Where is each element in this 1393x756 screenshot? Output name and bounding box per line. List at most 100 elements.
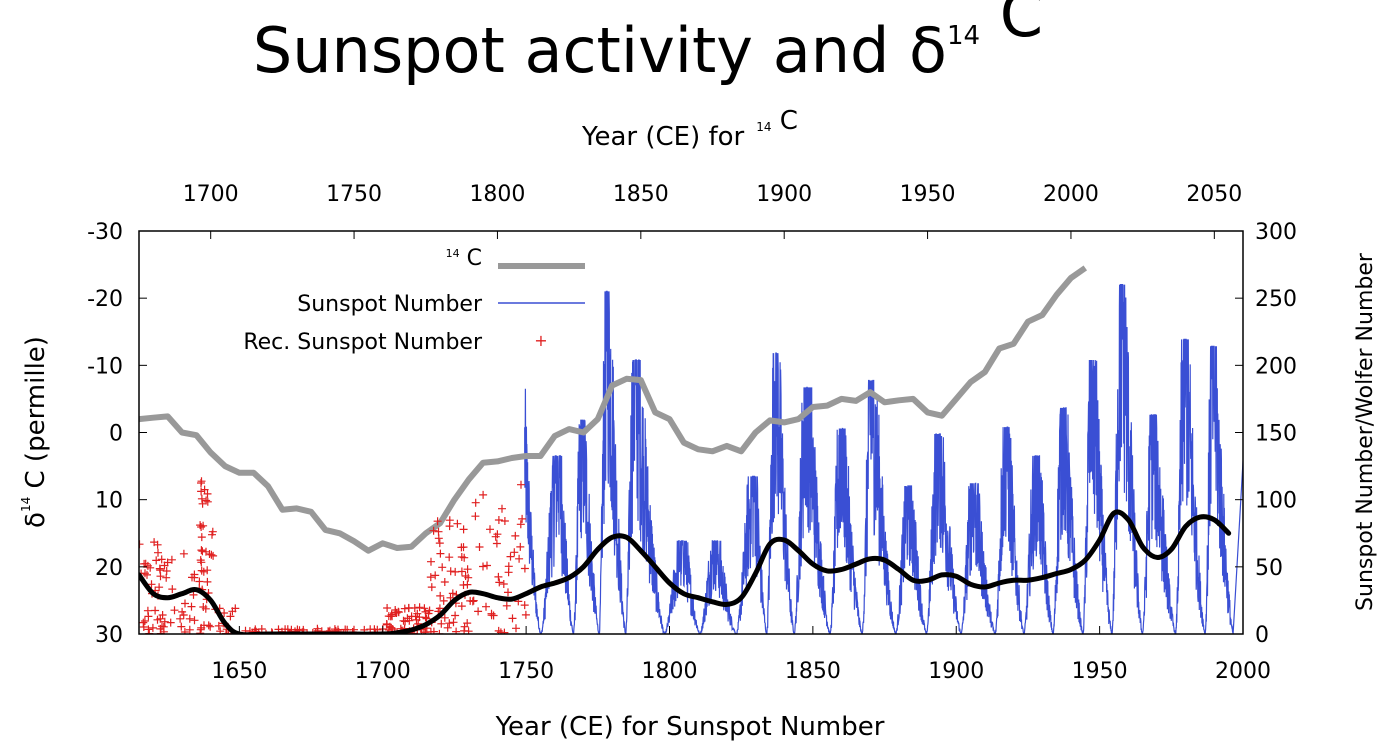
rec-sunspot-point: [185, 625, 194, 634]
legend-c14-label: 14 C: [446, 246, 482, 271]
rec-sunspot-point: [463, 580, 472, 589]
rec-sunspot-point: [200, 485, 209, 494]
x-bottom-tick-label: 1950: [1072, 659, 1128, 684]
rec-sunspot-point: [498, 504, 506, 513]
legend-c14-sup: 14: [446, 247, 460, 260]
rec-sunspot-point: [167, 555, 176, 564]
rec-sunspot-point: [197, 533, 206, 542]
y-left-label-sup: 14: [19, 497, 33, 512]
rec-sunspot-point: [445, 619, 454, 628]
rec-sunspot-point: [220, 609, 229, 617]
y-left-label-tail: C (permille): [21, 336, 51, 497]
rec-sunspot-point: [517, 480, 525, 489]
series-layer: [139, 265, 1243, 634]
x-top-axis-title: Year (CE) for 14 C: [581, 106, 798, 152]
rec-sunspot-point: [139, 623, 148, 631]
rec-sunspot-point: [154, 548, 162, 557]
y-left-tick-label: 30: [95, 623, 123, 648]
rec-sunspot-point: [482, 602, 490, 611]
rec-sunspot-point: [202, 496, 211, 505]
rec-sunspot-point: [209, 551, 218, 560]
smoothed-sunspot-line: [139, 509, 1232, 634]
x-bottom-tick-label: 1800: [641, 659, 697, 684]
y-right-tick-label: 200: [1255, 354, 1297, 379]
rec-sunspot-point: [147, 580, 156, 589]
y-right-tick-label: 300: [1255, 220, 1297, 245]
rec-sunspot-point: [178, 607, 187, 616]
rec-sunspot-point: [231, 604, 240, 613]
rec-sunspot-point: [426, 573, 435, 582]
x-top-label-sup: 14: [756, 120, 771, 134]
rec-sunspot-point: [388, 612, 397, 621]
rec-sunspot-point: [500, 517, 509, 525]
rec-sunspot-point: [410, 604, 419, 612]
x-top-tick-label: 1800: [469, 182, 525, 207]
rec-sunspot-point: [214, 621, 223, 630]
rec-sunspot-point: [199, 521, 208, 530]
rec-sunspot-point: [415, 603, 424, 612]
rec-sunspot-point: [252, 627, 261, 634]
rec-sunspot-point: [451, 611, 460, 620]
rec-sunspot-point: [471, 498, 480, 507]
y-right-tick-label: 250: [1255, 287, 1297, 312]
rec-sunspot-point: [508, 614, 517, 623]
rec-sunspot-point: [187, 602, 196, 611]
rec-sunspot-point: [190, 573, 199, 582]
y-left-axis-title: δ14 C (permille): [19, 336, 51, 528]
rec-sunspot-point: [411, 612, 420, 621]
x-top-tick-label: 1900: [756, 182, 812, 207]
rec-sunspot-point: [140, 617, 149, 625]
rec-sunspot-point: [459, 525, 468, 534]
rec-sunspot-point: [197, 566, 206, 575]
rec-sunspot-point: [427, 557, 435, 566]
x-bottom-axis-title: Year (CE) for Sunspot Number: [495, 712, 885, 742]
rec-sunspot-point: [463, 565, 472, 574]
x-bottom-tick-label: 1700: [355, 659, 411, 684]
sunspot-number-line: [524, 284, 1243, 634]
x-top-label-main: Year (CE) for: [581, 122, 745, 152]
rec-sunspot-point: [185, 614, 194, 623]
rec-sunspot-point: [203, 497, 212, 506]
rec-sunspot-point: [180, 628, 189, 634]
rec-sunspot-point: [516, 542, 525, 551]
rec-sunspot-point: [181, 599, 189, 608]
x-top-label-tail: C: [772, 106, 798, 136]
rec-sunspot-point: [195, 577, 204, 586]
y-left-tick-label: 0: [109, 422, 123, 447]
rec-sunspot-point: [451, 567, 460, 576]
rec-sunspot-point: [520, 564, 529, 573]
rec-sunspot-point: [471, 512, 480, 521]
rec-sunspot-point: [206, 622, 215, 631]
rec-sunspot-point: [197, 523, 206, 531]
y-right-tick-label: 50: [1255, 556, 1283, 581]
rec-sunspot-point: [440, 613, 449, 622]
rec-sunspot-point: [177, 622, 186, 631]
rec-sunspot-point: [461, 572, 470, 580]
x-bottom-tick-label: 1750: [498, 659, 554, 684]
rec-sunspot-point: [449, 618, 458, 627]
rec-sunspot-point: [433, 517, 442, 526]
rec-sunspot-point: [144, 612, 153, 621]
rec-sunspot-point: [148, 623, 157, 632]
rec-sunspot-point: [146, 563, 155, 572]
rec-sunspot-point: [495, 578, 504, 587]
rec-sunspot-point: [521, 610, 530, 619]
rec-sunspot-point: [189, 590, 198, 599]
x-top-tick-label: 2050: [1186, 182, 1242, 207]
x-top-tick-label: 1950: [900, 182, 956, 207]
rec-sunspot-point: [452, 627, 461, 634]
x-top-tick-label: 1700: [183, 182, 239, 207]
rec-sunspot-point: [190, 616, 199, 625]
rec-sunspot-point: [420, 604, 429, 613]
rec-sunspot-point: [445, 553, 454, 562]
rec-sunspot-point: [160, 617, 169, 626]
rec-sunspot-point: [203, 489, 212, 498]
rec-sunspot-point: [499, 580, 508, 588]
rec-sunspot-point: [429, 526, 438, 535]
y-left-tick-label: 10: [95, 489, 123, 514]
rec-sunspot-point: [479, 490, 488, 499]
rec-sunspot-point: [457, 567, 466, 576]
y-left-tick-label: -10: [87, 354, 123, 379]
chart-title-main: Sunspot activity and δ: [253, 14, 947, 87]
